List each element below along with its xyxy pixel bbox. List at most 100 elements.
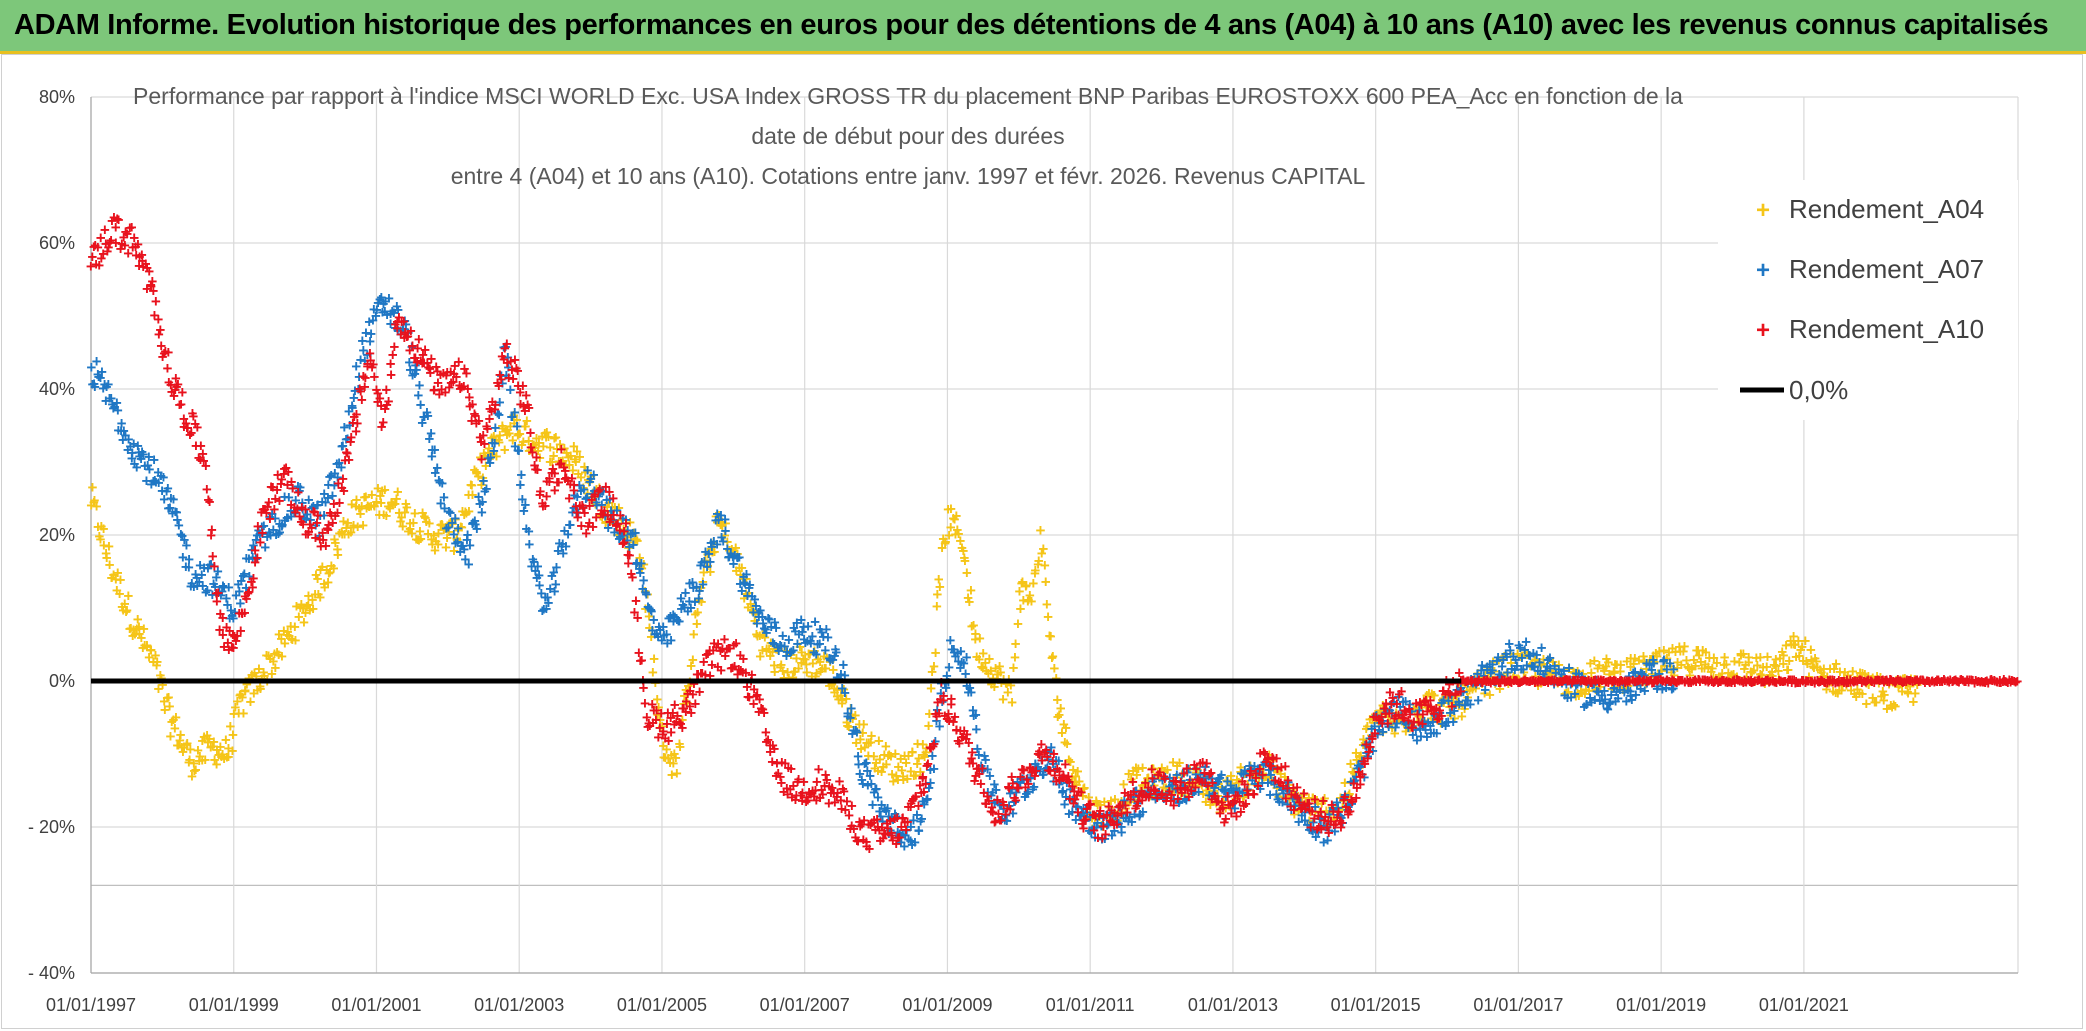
data-point-a04: + (1641, 675, 1651, 694)
data-point-a04: + (458, 502, 468, 521)
data-point-a04: + (1177, 766, 1187, 785)
data-point-a04: + (1700, 659, 1710, 678)
data-point-a04: + (1444, 694, 1454, 713)
data-point-a04: + (521, 417, 531, 436)
data-point-a04: + (1733, 671, 1743, 690)
data-point-a04: + (1588, 672, 1598, 691)
data-point-a04: + (130, 625, 140, 644)
data-point-a04: + (850, 706, 860, 725)
data-point-a10: + (921, 775, 931, 794)
data-point-a04: + (758, 626, 768, 645)
data-point-a04: + (162, 689, 172, 708)
data-point-a04: + (353, 518, 363, 537)
data-point-a04: + (228, 726, 238, 745)
data-point-a04: + (762, 642, 772, 661)
data-point-a04: + (184, 753, 194, 772)
data-point-a04: + (1834, 681, 1844, 700)
data-point-a04: + (396, 512, 406, 531)
data-point-a04: + (1662, 650, 1672, 669)
data-point-a04: + (286, 617, 296, 636)
data-point-a04: + (747, 601, 757, 620)
data-point-a04: + (1797, 637, 1807, 656)
data-point-a04: + (1668, 639, 1678, 658)
data-point-a07: + (254, 521, 264, 540)
data-point-a04: + (1567, 674, 1577, 693)
data-point-a04: + (556, 452, 566, 471)
data-point-a07: + (121, 426, 131, 445)
data-point-a04: + (1568, 663, 1578, 682)
data-point-a04: + (544, 428, 554, 447)
data-point-a04: + (1526, 657, 1536, 676)
data-point-a04: + (367, 486, 377, 505)
data-point-a04: + (890, 744, 900, 763)
data-point-a04: + (1091, 792, 1101, 811)
data-point-a04: + (247, 665, 257, 684)
data-point-a07: + (280, 488, 290, 507)
data-point-a04: + (405, 514, 415, 533)
data-point-a04: + (796, 654, 806, 673)
data-point-a04: + (1274, 787, 1284, 806)
data-point-a04: + (383, 497, 393, 516)
data-point-a04: + (1604, 665, 1614, 684)
data-point-a04: + (1397, 708, 1407, 727)
data-point-a04: + (1185, 760, 1195, 779)
data-point-a04: + (1565, 672, 1575, 691)
data-point-a04: + (898, 767, 908, 786)
data-point-a04: + (175, 731, 185, 750)
data-point-a04: + (1096, 795, 1106, 814)
data-point-a04: + (402, 498, 412, 517)
data-point-a07: + (216, 586, 226, 605)
data-point-a04: + (1010, 648, 1020, 667)
data-point-a04: + (89, 493, 99, 512)
data-point-a04: + (1439, 693, 1449, 712)
data-point-a04: + (1842, 676, 1852, 695)
data-point-a04: + (1800, 632, 1810, 651)
data-point-a04: + (836, 686, 846, 705)
data-point-a04: + (251, 667, 261, 686)
data-point-a04: + (1138, 758, 1148, 777)
legend-label-a10: Rendement_A10 (1789, 314, 1984, 344)
data-point-a04: + (210, 751, 220, 770)
data-point-a04: + (1267, 773, 1277, 792)
data-point-a07: + (110, 398, 120, 417)
data-point-a04: + (1755, 648, 1765, 667)
data-point-a04: + (694, 591, 704, 610)
data-point-a04: + (584, 473, 594, 492)
data-point-a04: + (959, 549, 969, 568)
data-point-a07: + (291, 491, 301, 510)
data-point-a04: + (874, 732, 884, 751)
data-point-a04: + (657, 717, 667, 736)
data-point-a04: + (1618, 681, 1628, 700)
data-point-a04: + (1749, 661, 1759, 680)
data-point-a04: + (1573, 662, 1583, 681)
data-point-a04: + (393, 483, 403, 502)
data-point-a04: + (1516, 648, 1526, 667)
x-tick-label: 01/01/2017 (1473, 995, 1563, 1015)
y-tick-label: 40% (39, 379, 75, 399)
data-point-a04: + (1477, 674, 1487, 693)
data-point-a04: + (1414, 707, 1424, 726)
data-point-a04: + (881, 737, 891, 756)
data-point-a04: + (1201, 793, 1211, 812)
data-point-a04: + (781, 642, 791, 661)
data-point-a04: + (1494, 651, 1504, 670)
data-point-a04: + (427, 535, 437, 554)
data-point-a07: + (182, 536, 192, 555)
data-point-a04: + (1211, 794, 1221, 813)
data-point-a07: + (130, 454, 140, 473)
data-point-a04: + (703, 557, 713, 576)
data-point-a04: + (1205, 795, 1215, 814)
data-point-a04: + (182, 736, 192, 755)
data-point-a04: + (1062, 735, 1072, 754)
data-point-a04: + (212, 755, 222, 774)
data-point-a04: + (1802, 654, 1812, 673)
data-point-a04: + (1422, 686, 1432, 705)
data-point-a07: + (275, 514, 285, 533)
data-point-a10: + (695, 683, 705, 702)
data-point-a04: + (815, 653, 825, 672)
data-point-a04: + (1808, 657, 1818, 676)
data-point-a04: + (1295, 800, 1305, 819)
data-point-a04: + (562, 444, 572, 463)
data-point-a10: + (524, 398, 534, 417)
data-point-a04: + (1276, 765, 1286, 784)
